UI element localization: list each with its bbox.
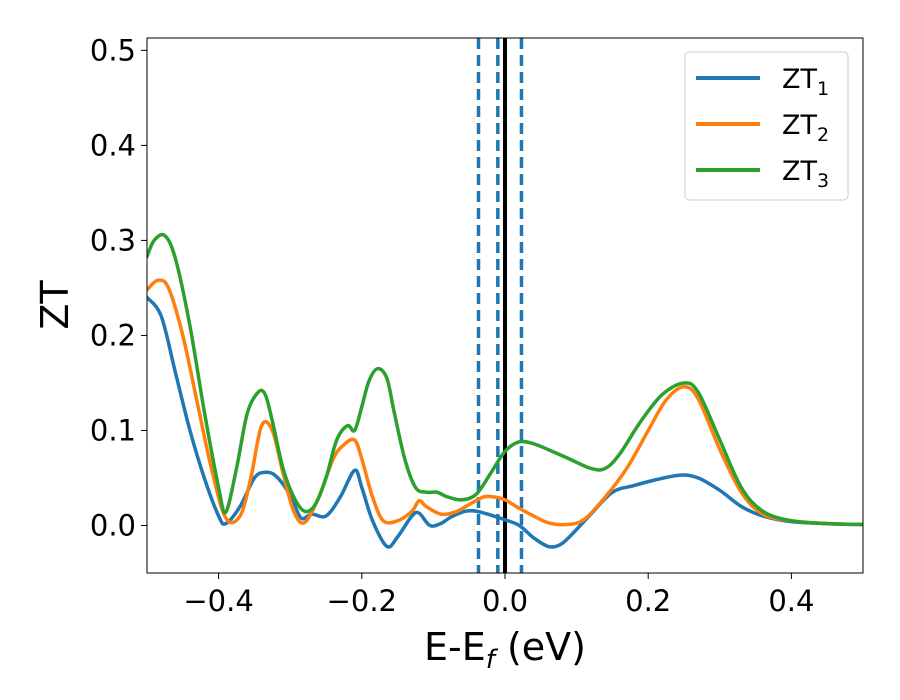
y-tick-label: 0.1 xyxy=(90,413,136,447)
series-line-zt3 xyxy=(147,232,863,527)
legend-label-zt1: ZT1 xyxy=(782,64,829,100)
x-tick-label: 0.4 xyxy=(768,584,814,618)
legend-box xyxy=(684,51,849,201)
x-axis-title: E-Ef (eV) xyxy=(424,625,586,675)
x-tick-label: 0.0 xyxy=(482,584,528,618)
x-tick-label: 0.2 xyxy=(625,584,671,618)
series-lines xyxy=(147,232,863,549)
y-tick-label: 0.0 xyxy=(90,508,136,542)
legend-label-zt3: ZT3 xyxy=(782,156,829,192)
vertical-lines xyxy=(476,38,524,573)
y-tick-label: 0.2 xyxy=(90,318,136,352)
x-axis: −0.4 −0.2 0.0 0.2 0.4 xyxy=(183,573,814,618)
series-line-zt2 xyxy=(147,278,863,527)
y-tick-label: 0.3 xyxy=(90,223,136,257)
y-tick-label: 0.5 xyxy=(90,33,136,67)
y-axis-title: ZT xyxy=(33,280,77,330)
x-tick-label: −0.2 xyxy=(327,584,397,618)
legend: ZT1 ZT2 ZT3 xyxy=(684,51,849,201)
y-axis: 0.0 0.1 0.2 0.3 0.4 0.5 xyxy=(90,33,147,542)
x-tick-label: −0.4 xyxy=(183,584,253,618)
y-tick-label: 0.4 xyxy=(90,128,136,162)
legend-label-zt2: ZT2 xyxy=(782,110,829,146)
